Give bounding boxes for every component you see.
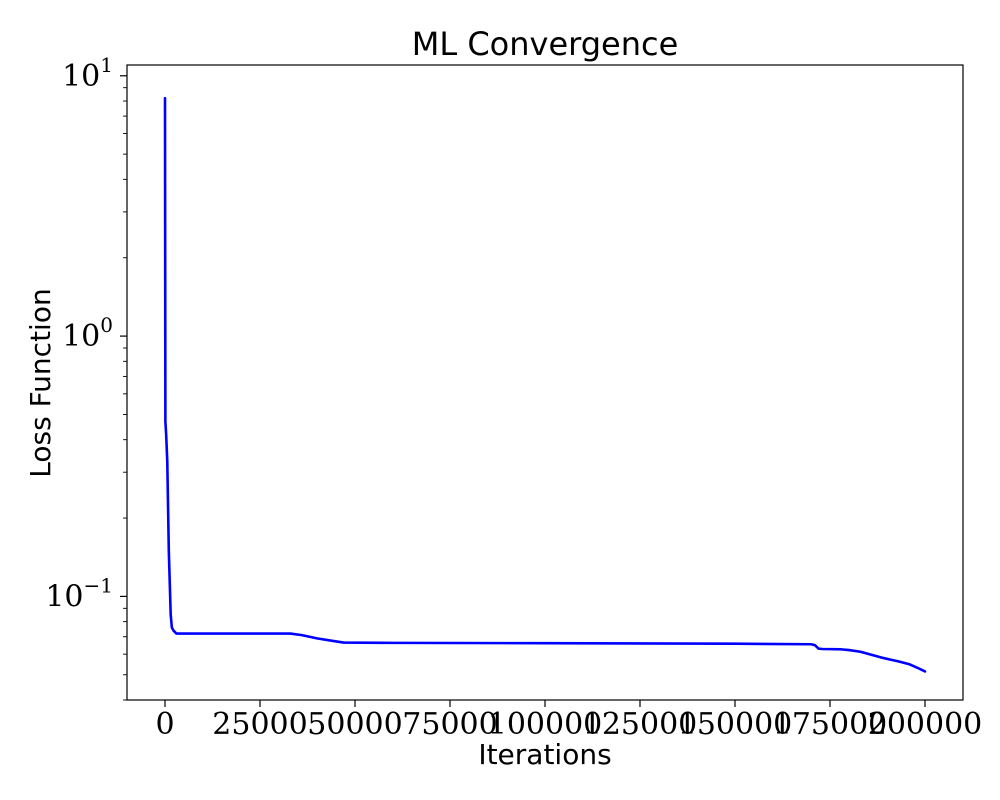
plot-series [163,96,927,673]
y-tick-label: 100 [62,313,113,354]
x-tick-label: 150000 [678,707,793,742]
x-tick-label: 175000 [773,707,888,742]
y-tick-label: 10−1 [45,573,113,614]
x-tick-label: 200000 [868,707,983,742]
y-tick-exponent: 0 [100,313,113,337]
x-tick-label: 125000 [583,707,698,742]
x-tick-label: 50000 [307,707,402,742]
chart-title: ML Convergence [412,25,679,63]
x-tick-label: 100000 [488,707,603,742]
y-tick-exponent: −1 [84,573,113,597]
y-tick-base: 10 [62,59,100,94]
y-axis-label: Loss Function [24,288,57,477]
x-axis-ticks: 0 25000 50000 75000100000125000150000175000… [155,700,982,742]
y-tick-base: 10 [45,579,83,614]
loss-series-line [163,96,927,673]
x-tick-label: 0 [155,707,174,742]
plot-frame [126,64,964,701]
y-tick-label: 101 [62,53,113,94]
y-tick-exponent: 1 [100,53,113,77]
y-tick-base: 10 [62,319,100,354]
x-tick-label: 75000 [402,707,497,742]
x-axis-label: Iterations [478,738,611,771]
x-tick-label: 25000 [212,707,307,742]
